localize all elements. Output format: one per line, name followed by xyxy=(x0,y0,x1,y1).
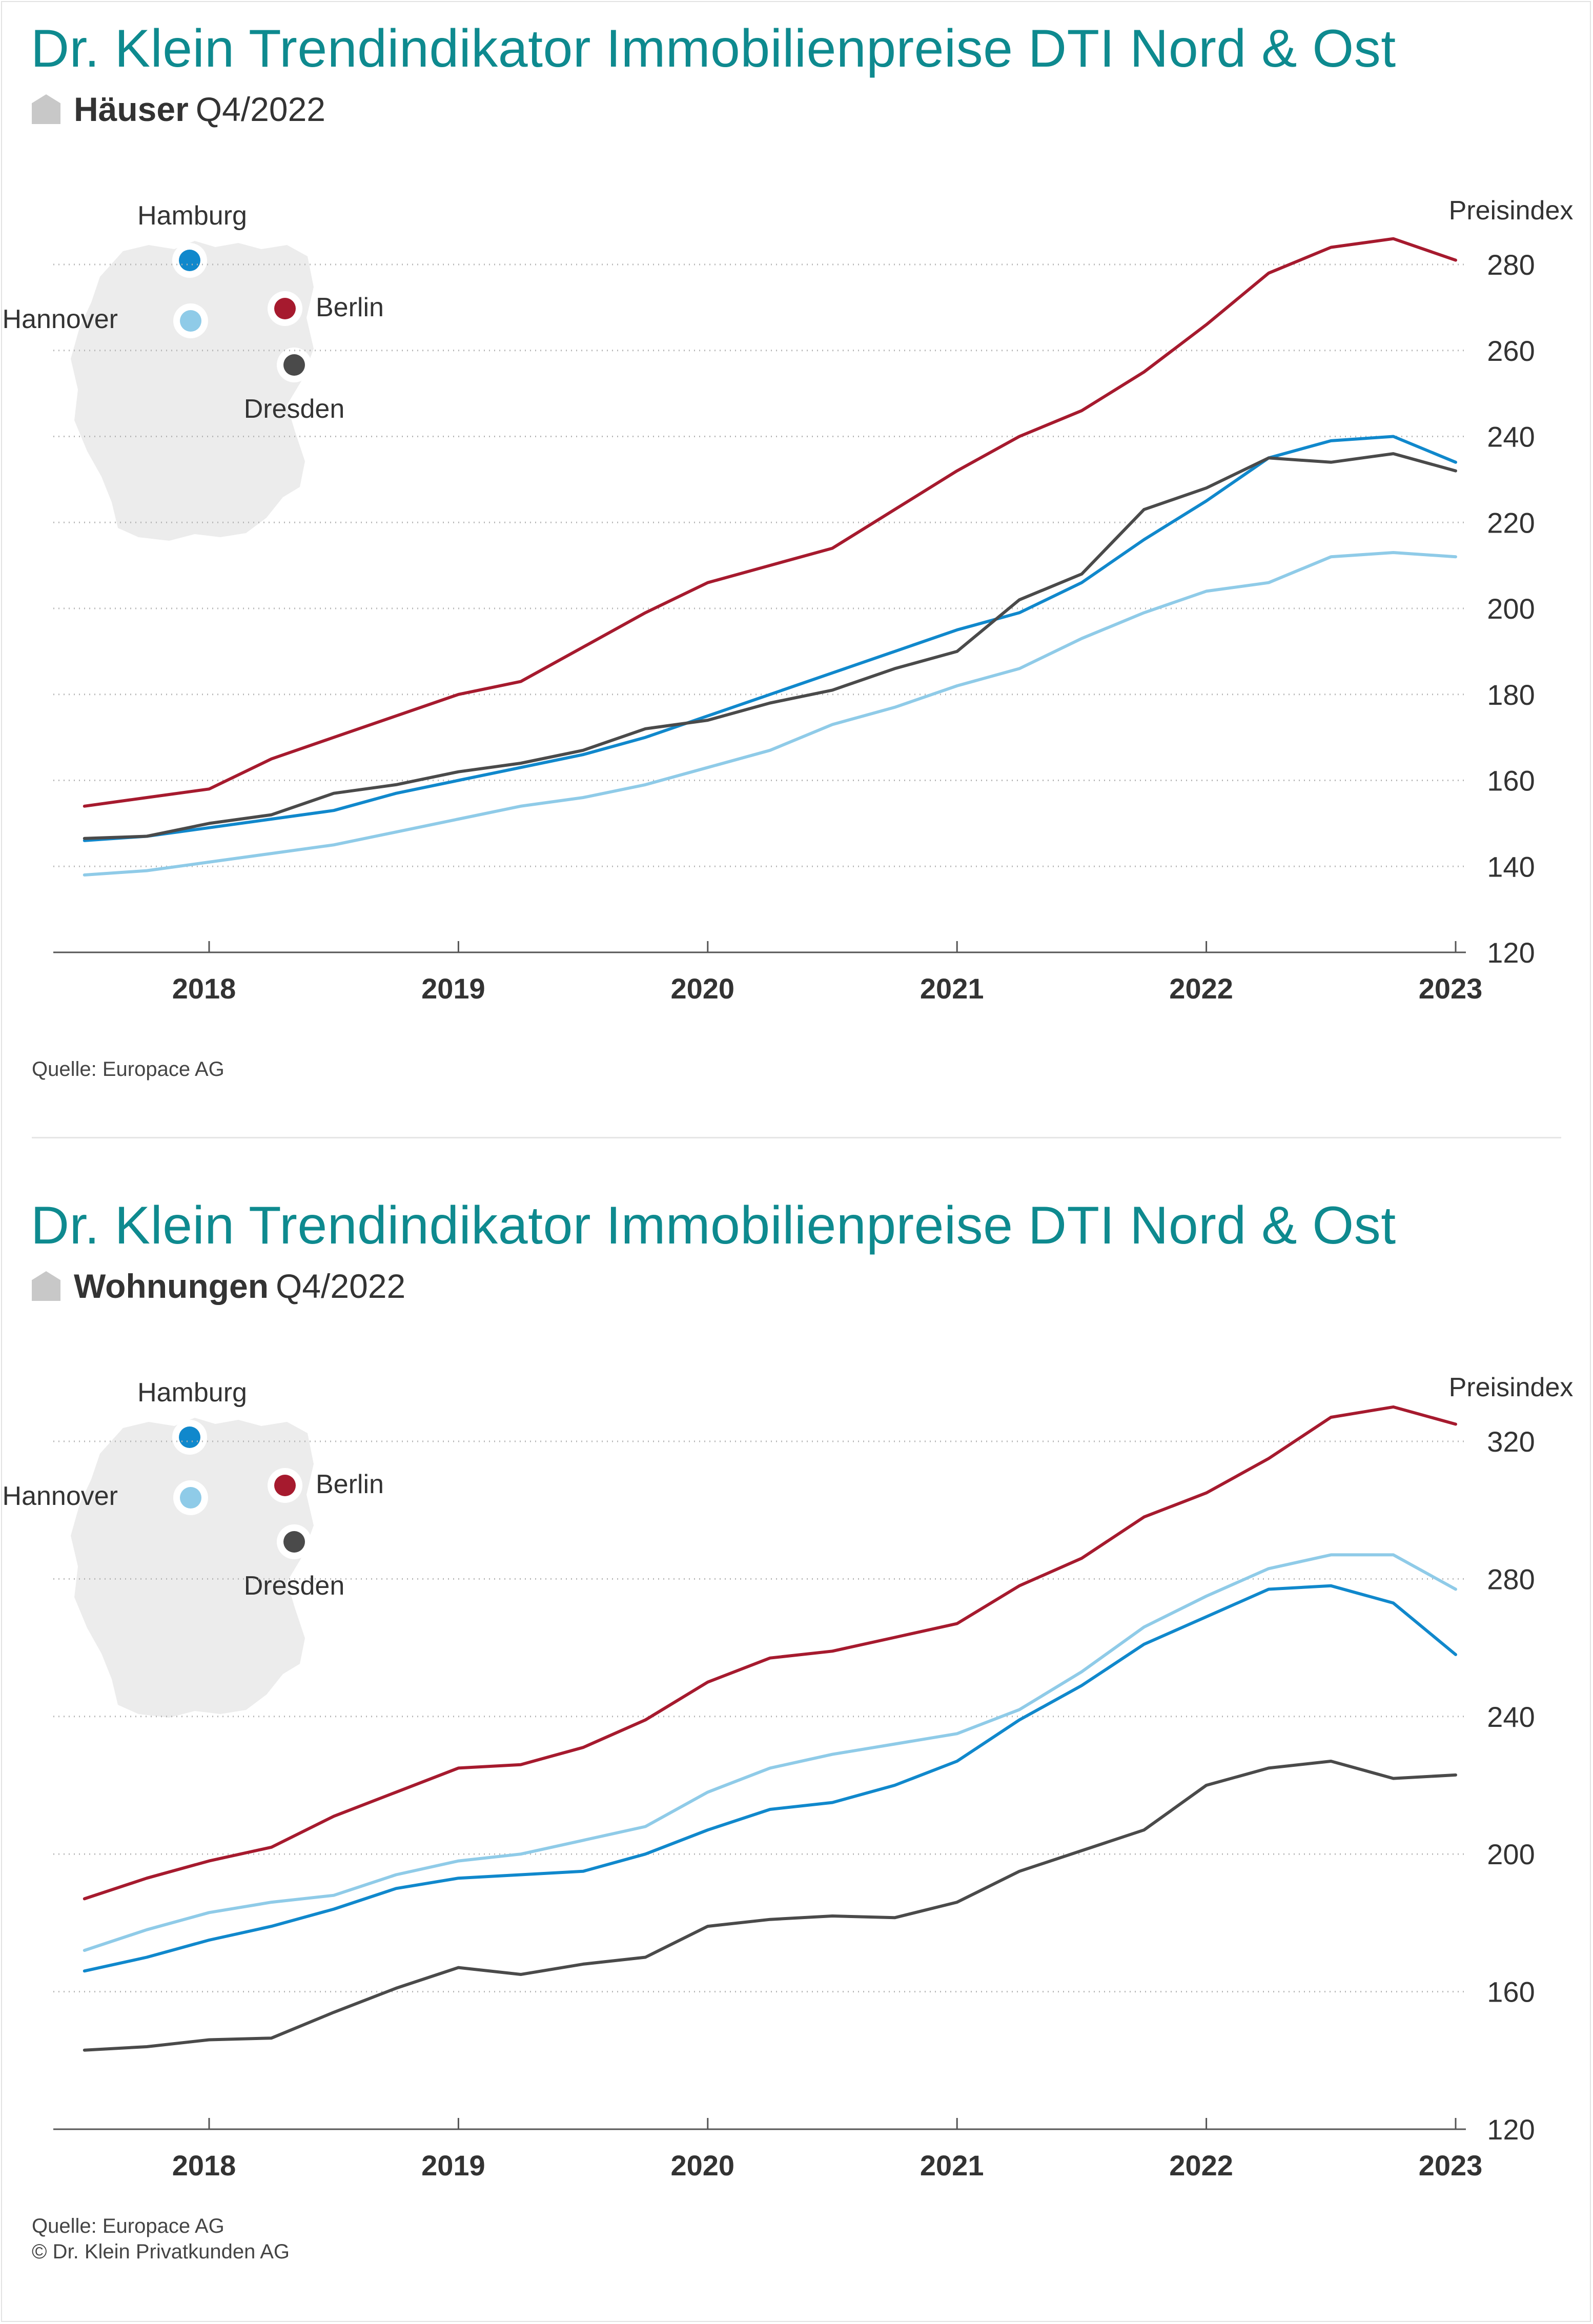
subtitle-period: Q4/2022 xyxy=(195,90,325,128)
legend-label-hamburg: Hamburg xyxy=(137,1378,247,1408)
y-tick-label: 160 xyxy=(1487,1976,1535,2008)
legend-marker-hamburg xyxy=(179,250,200,271)
chart-panel-flats: Dr. Klein Trendindikator Immobilienpreis… xyxy=(0,1177,1593,2305)
chart-panel-houses: Dr. Klein Trendindikator Immobilienpreis… xyxy=(0,0,1593,1128)
legend-label-hamburg: Hamburg xyxy=(137,201,247,231)
x-tick-label: 2020 xyxy=(671,2149,735,2182)
series-line-dresden xyxy=(83,452,1457,840)
legend-label-dresden: Dresden xyxy=(244,1571,345,1601)
y-tick-label: 280 xyxy=(1487,249,1535,281)
y-tick-label: 260 xyxy=(1487,335,1535,367)
series-line-hamburg xyxy=(83,1584,1457,1973)
x-tick-label: 2020 xyxy=(671,972,735,1005)
legend-marker-hannover xyxy=(180,1487,201,1508)
y-tick-label: 320 xyxy=(1487,1425,1535,1458)
y-tick-label: 240 xyxy=(1487,421,1535,453)
y-tick-label: 280 xyxy=(1487,1563,1535,1595)
source-note: Quelle: Europace AG xyxy=(32,1058,224,1081)
y-tick-label: 140 xyxy=(1487,850,1535,883)
x-tick-label: 2021 xyxy=(920,972,984,1005)
legend-marker-berlin xyxy=(274,298,296,319)
y-tick-label: 240 xyxy=(1487,1701,1535,1733)
x-tick-label: 2021 xyxy=(920,2149,984,2182)
y-tick-label: 120 xyxy=(1487,936,1535,969)
legend-label-hannover: Hannover xyxy=(3,304,118,334)
legend-label-hannover: Hannover xyxy=(3,1481,118,1511)
x-tick-label: 2018 xyxy=(172,972,236,1005)
y-axis-label: Preisindex xyxy=(1449,1373,1574,1402)
y-tick-label: 220 xyxy=(1487,506,1535,539)
chart-title: Dr. Klein Trendindikator Immobilienpreis… xyxy=(31,19,1396,78)
y-axis-label: Preisindex xyxy=(1449,196,1574,226)
x-tick-label: 2019 xyxy=(421,972,485,1005)
chart-subtitle: Wohnungen Q4/2022 xyxy=(32,1267,405,1306)
legend-marker-dresden xyxy=(283,1531,305,1553)
y-tick-label: 160 xyxy=(1487,765,1535,797)
legend-marker-hannover xyxy=(180,310,201,332)
series-line-hannover xyxy=(83,1553,1457,1952)
series-line-hamburg xyxy=(83,435,1457,842)
germany-map-icon xyxy=(71,1418,314,1718)
copyright-note: © Dr. Klein Privatkunden AG xyxy=(32,2240,290,2263)
legend-label-berlin: Berlin xyxy=(316,1470,384,1499)
legend-marker-dresden xyxy=(283,354,305,376)
legend-marker-hamburg xyxy=(179,1426,200,1448)
germany-map-icon xyxy=(71,241,314,541)
panel-divider xyxy=(32,1137,1561,1138)
series-line-berlin xyxy=(83,237,1457,808)
line-chart-flats: Hamburg Hannover Berlin Dresden 120 160 200 240… xyxy=(3,1373,1574,2182)
x-tick-label: 2022 xyxy=(1169,972,1233,1005)
y-tick-label: 120 xyxy=(1487,2113,1535,2146)
line-chart-houses: Hamburg Hannover Berlin Dresden 120 140 160 180… xyxy=(3,196,1574,1005)
chart-subtitle: Häuser Q4/2022 xyxy=(32,90,325,129)
legend-label-berlin: Berlin xyxy=(316,293,384,322)
series-line-berlin xyxy=(83,1405,1457,1901)
y-tick-label: 180 xyxy=(1487,679,1535,711)
legend-marker-berlin xyxy=(274,1475,296,1496)
x-tick-label: 2022 xyxy=(1169,2149,1233,2182)
y-tick-label: 200 xyxy=(1487,1838,1535,1870)
series-line-dresden xyxy=(83,1760,1457,2052)
legend-label-dresden: Dresden xyxy=(244,394,345,424)
x-tick-label: 2023 xyxy=(1419,2149,1483,2182)
source-note: Quelle: Europace AG xyxy=(32,2215,224,2237)
y-tick-label: 200 xyxy=(1487,593,1535,625)
series-line-hannover xyxy=(83,551,1457,876)
subtitle-period: Q4/2022 xyxy=(276,1267,406,1305)
x-tick-label: 2023 xyxy=(1419,972,1483,1005)
x-tick-label: 2018 xyxy=(172,2149,236,2182)
subtitle-category: Häuser xyxy=(74,90,189,128)
x-tick-label: 2019 xyxy=(421,2149,485,2182)
chart-title: Dr. Klein Trendindikator Immobilienpreis… xyxy=(31,1196,1396,1255)
subtitle-category: Wohnungen xyxy=(74,1267,269,1305)
